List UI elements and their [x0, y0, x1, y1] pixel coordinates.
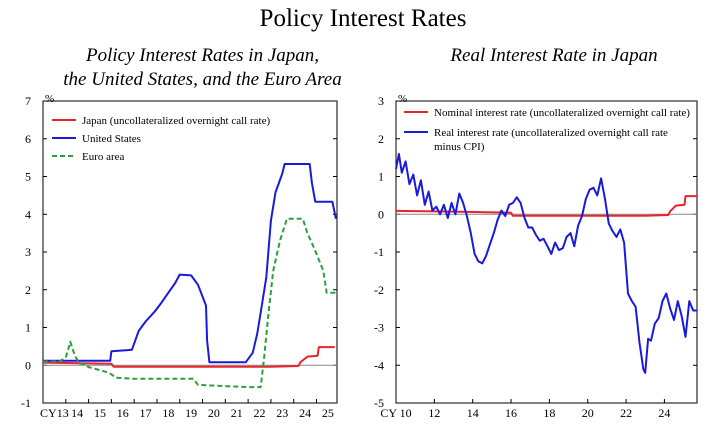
right-chart-x-tick-label: 16	[505, 406, 517, 420]
right-chart-x-tick-label: 24	[658, 406, 670, 420]
left-chart-x-tick-label: 24	[299, 406, 311, 420]
left-chart-x-tick-label: 20	[208, 406, 220, 420]
left-chart-x-tick-label: 25	[322, 406, 334, 420]
right-chart-x-tick-label: 22	[620, 406, 632, 420]
right-chart-x-tick-label: CY 10	[380, 406, 411, 420]
left-chart-frame	[42, 100, 338, 404]
right-chart-y-tick-label: 3	[378, 94, 384, 108]
left-chart-legend-label-us: United States	[82, 133, 141, 145]
left-chart-y-unit-label: %	[45, 93, 54, 105]
right-chart-y-unit-label: %	[398, 93, 407, 105]
left-chart-x-tick-label: 21	[231, 406, 243, 420]
right-chart-legend-label-real-line2: minus CPI)	[434, 141, 485, 153]
right-chart-title: Real Interest Rate in Japan	[450, 45, 658, 66]
left-chart-title-line1: Policy Interest Rates in Japan,	[85, 45, 320, 66]
left-chart-x-tick-label: 22	[254, 406, 266, 420]
left-chart-y-tick-label: 5	[25, 170, 31, 184]
right-chart-y-tick-label: 0	[378, 207, 384, 221]
left-chart-x-tick-label: CY13	[40, 406, 69, 420]
right-chart-y-tick-label: -1	[374, 245, 384, 259]
right-chart-y-tick-label: -2	[374, 283, 384, 297]
left-chart-y-tick-label: 2	[25, 283, 31, 297]
left-chart-x-tick-label: 15	[94, 406, 106, 420]
right-chart-y-tick-label: 1	[378, 170, 384, 184]
left-chart-series-japan	[42, 346, 335, 368]
left-chart-y-tick-label: 0	[25, 358, 31, 372]
left-chart-y-tick-label: 3	[25, 245, 31, 259]
left-chart-y-tick-label: -1	[21, 396, 31, 410]
left-chart-x-tick-label: 14	[71, 406, 83, 420]
right-chart-x-tick-label: 20	[582, 406, 594, 420]
left-chart-y-tick-label: 6	[25, 132, 31, 146]
left-chart-legend-label-euro: Euro area	[82, 151, 125, 163]
right-chart-x-tick-label: 12	[428, 406, 440, 420]
left-chart-y-tick-label: 7	[25, 94, 31, 108]
right-chart-legend-label-nominal: Nominal interest rate (uncollateralized …	[434, 107, 690, 119]
left-chart-x-tick-label: 23	[276, 406, 288, 420]
left-chart-x-tick-label: 17	[140, 406, 152, 420]
page-title: Policy Interest Rates	[259, 5, 467, 32]
left-chart-y-tick-label: 1	[25, 321, 31, 335]
right-chart-y-tick-label: 2	[378, 132, 384, 146]
left-chart-x-tick-label: 16	[117, 406, 129, 420]
left-chart-series-us	[43, 163, 337, 364]
right-chart-x-tick-label: 14	[467, 406, 479, 420]
right-chart-series-real	[395, 152, 697, 374]
right-chart-y-tick-label: -3	[374, 321, 384, 335]
right-chart-series-nominal	[395, 195, 697, 217]
right-chart-legend-label-real: Real interest rate (uncollateralized ove…	[434, 127, 668, 139]
left-chart-x-tick-label: 19	[185, 406, 197, 420]
left-chart-legend-label-japan: Japan (uncollateralized overnight call r…	[82, 115, 270, 127]
left-chart-series-euro	[43, 217, 336, 389]
right-chart-x-tick-label: 18	[543, 406, 555, 420]
right-chart-y-tick-label: -4	[374, 358, 384, 372]
left-chart-title-line2: the United States, and the Euro Area	[63, 69, 342, 90]
left-chart-y-tick-label: 4	[25, 207, 31, 221]
left-chart-x-tick-label: 18	[162, 406, 174, 420]
right-chart-y-tick-label: -5	[374, 396, 384, 410]
